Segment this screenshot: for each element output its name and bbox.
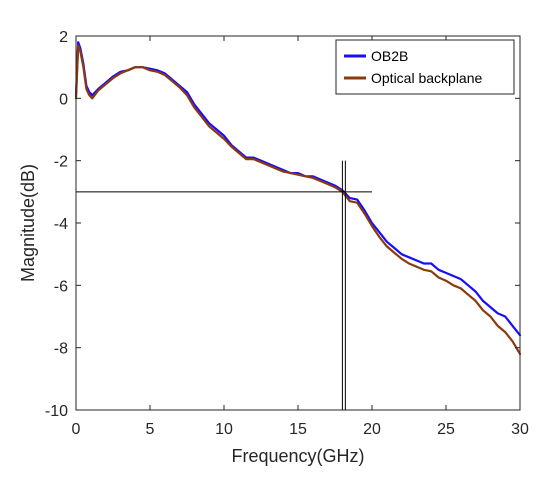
legend: OB2B Optical backplane (335, 39, 515, 95)
y-tick-label: -4 (54, 216, 68, 233)
y-tick-label: 0 (59, 91, 68, 108)
plot-area (74, 41, 522, 410)
x-tick-label: 30 (511, 421, 529, 438)
x-tick-label: 20 (363, 421, 381, 438)
y-tick-label: -10 (45, 403, 68, 420)
y-tick-label: -6 (54, 278, 68, 295)
x-tick-label: 5 (146, 421, 155, 438)
axes: 0 5 10 15 20 25 30 -10 -8 -6 -4 -2 0 2 (45, 29, 529, 438)
series-line-2 (74, 44, 522, 355)
legend-label-2: Optical backplane (371, 70, 483, 86)
x-axis-label: Frequency(GHz) (231, 446, 364, 466)
x-tick-label: 25 (437, 421, 455, 438)
y-tick-label: 2 (59, 29, 68, 46)
x-tick-label: 0 (72, 421, 81, 438)
y-tick-label: -8 (54, 341, 68, 358)
x-tick-label: 10 (215, 421, 233, 438)
legend-label-1: OB2B (371, 48, 408, 64)
y-axis-label: Magnitude(dB) (18, 164, 38, 282)
y-tick-label: -2 (54, 154, 68, 171)
legend-box (335, 39, 515, 95)
x-tick-label: 15 (289, 421, 307, 438)
